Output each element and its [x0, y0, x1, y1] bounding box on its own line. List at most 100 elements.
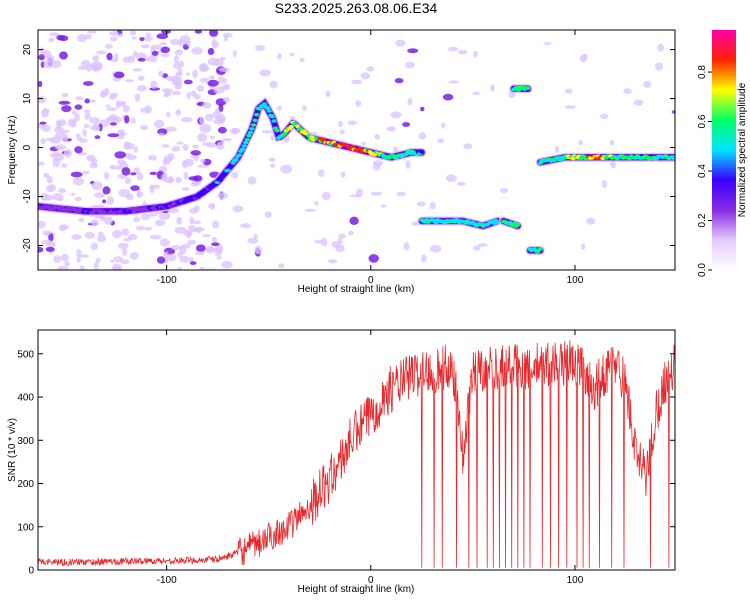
- noise-speckle: [95, 257, 101, 264]
- noise-speckle: [195, 251, 205, 256]
- noise-speckle: [339, 129, 345, 134]
- noise-speckle: [97, 234, 106, 243]
- noise-speckle: [53, 126, 64, 134]
- noise-speckle: [48, 37, 55, 42]
- noise-speckle: [643, 81, 652, 88]
- noise-speckle: [108, 94, 116, 101]
- ridge-point: [266, 109, 272, 113]
- noise-speckle: [199, 116, 205, 125]
- noise-speckle: [394, 78, 404, 84]
- ridge-5: [535, 152, 675, 167]
- noise-speckle: [623, 88, 632, 95]
- noise-speckle: [211, 236, 217, 243]
- snr-series-line: [38, 340, 675, 568]
- noise-speckle: [314, 239, 323, 244]
- noise-speckle: [217, 76, 224, 84]
- ridge-point: [236, 153, 242, 157]
- y-tick-label: 200: [17, 479, 34, 490]
- noise-speckle: [199, 62, 208, 69]
- noise-speckle: [79, 138, 88, 144]
- noise-speckle: [40, 47, 46, 55]
- noise-speckle: [99, 214, 106, 222]
- noise-speckle: [102, 186, 111, 195]
- noise-speckle: [302, 105, 307, 112]
- noise-speckle: [179, 256, 191, 263]
- y-tick-label: 0: [22, 144, 33, 150]
- noise-speckle: [602, 179, 607, 189]
- noise-speckle: [232, 49, 237, 58]
- noise-speckle: [340, 171, 346, 178]
- noise-speckle: [348, 230, 354, 236]
- noise-speckle: [189, 216, 195, 225]
- spectrogram-frame: [37, 29, 676, 271]
- ridge-point: [298, 127, 304, 131]
- noise-speckle: [171, 146, 181, 152]
- ridge-point: [241, 144, 247, 148]
- noise-speckle: [209, 30, 219, 37]
- noise-speckle: [84, 231, 96, 239]
- noise-speckle: [123, 141, 131, 150]
- noise-speckle: [197, 164, 209, 168]
- noise-speckle: [269, 80, 278, 89]
- noise-speckle: [190, 150, 201, 156]
- snr-x-ticks: -100 0 100: [157, 330, 584, 586]
- noise-speckle: [361, 141, 366, 146]
- noise-speckle: [366, 66, 375, 72]
- noise-speckle: [50, 59, 62, 69]
- noise-speckle: [187, 239, 197, 245]
- noise-speckle: [223, 96, 231, 103]
- noise-speckle: [59, 51, 68, 60]
- noise-speckle: [564, 105, 576, 109]
- noise-speckle: [211, 242, 220, 247]
- ridge-3: [509, 84, 533, 94]
- noise-speckle: [158, 70, 164, 77]
- noise-speckle: [43, 172, 50, 178]
- noise-speckle: [490, 84, 495, 92]
- noise-speckle: [600, 113, 609, 120]
- noise-speckle: [132, 68, 142, 72]
- x-tick-label: -100: [157, 275, 177, 286]
- noise-speckle: [40, 193, 48, 201]
- ridge-point: [217, 177, 224, 182]
- noise-speckle: [447, 46, 459, 52]
- noise-speckle: [407, 97, 413, 106]
- noise-speckle: [48, 32, 60, 37]
- noise-speckle: [278, 263, 285, 269]
- noise-speckle: [156, 33, 169, 40]
- noise-speckle: [216, 141, 225, 150]
- noise-speckle: [126, 193, 134, 201]
- noise-speckle: [156, 256, 166, 264]
- ridge-point: [254, 112, 260, 117]
- noise-speckle: [159, 42, 168, 46]
- x-tick-label: -100: [157, 575, 177, 586]
- noise-speckle: [166, 253, 177, 262]
- noise-speckle: [104, 44, 113, 49]
- ridge-point: [227, 165, 233, 169]
- noise-speckle: [405, 160, 411, 169]
- noise-speckle: [189, 261, 197, 265]
- ridge-point: [288, 124, 294, 129]
- noise-speckle: [218, 126, 227, 134]
- noise-speckle: [127, 55, 136, 63]
- noise-speckle: [186, 91, 191, 100]
- noise-speckle: [200, 77, 210, 83]
- noise-speckle: [58, 100, 71, 105]
- noise-speckle: [259, 69, 271, 77]
- noise-speckle: [356, 188, 363, 197]
- noise-speckle: [71, 110, 77, 116]
- noise-speckle: [416, 201, 426, 207]
- noise-speckle: [218, 103, 224, 112]
- noise-speckle: [205, 246, 215, 254]
- noise-speckle: [143, 58, 151, 62]
- noise-speckle: [130, 185, 140, 191]
- noise-speckle: [173, 54, 179, 63]
- colorbar-label: Normalized spectral amplitude: [737, 82, 748, 217]
- noise-speckle: [456, 181, 466, 186]
- noise-speckle: [50, 136, 62, 144]
- spectrogram-y-label: Frequency (Hz): [7, 116, 18, 185]
- noise-speckle: [163, 92, 169, 98]
- noise-speckle: [77, 65, 89, 71]
- noise-speckle: [304, 208, 317, 212]
- noise-speckle: [472, 91, 481, 96]
- noise-speckle: [38, 80, 43, 88]
